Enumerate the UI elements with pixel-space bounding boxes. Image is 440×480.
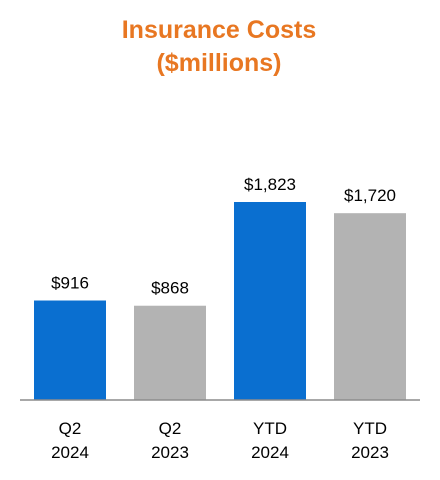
value-labels-group: $916 $868 $1,823 $1,720 [51, 175, 396, 298]
x-tick-label-1-line2: 2024 [51, 443, 89, 462]
bar-1 [34, 300, 106, 400]
x-tick-label-2-line1: Q2 [159, 419, 182, 438]
chart-title-line1: Insurance Costs [122, 16, 317, 44]
x-tick-labels-group: Q2 2024 Q2 2023 YTD 2024 YTD 2023 [51, 419, 389, 462]
value-label-2: $868 [151, 279, 189, 298]
bars-group [34, 202, 406, 400]
x-tick-label-3-line2: 2024 [251, 443, 289, 462]
bar-4 [334, 213, 406, 400]
x-tick-label-4-line1: YTD [353, 419, 387, 438]
value-label-1: $916 [51, 274, 89, 293]
x-tick-label-4-line2: 2023 [351, 443, 389, 462]
bar-2 [134, 305, 206, 400]
x-tick-label-3-line1: YTD [253, 419, 287, 438]
x-tick-label-2-line2: 2023 [151, 443, 189, 462]
chart-title-line2: ($millions) [156, 49, 281, 77]
bar-3 [234, 202, 306, 400]
value-label-4: $1,720 [344, 186, 396, 205]
x-tick-label-1-line1: Q2 [59, 419, 82, 438]
value-label-3: $1,823 [244, 175, 296, 194]
